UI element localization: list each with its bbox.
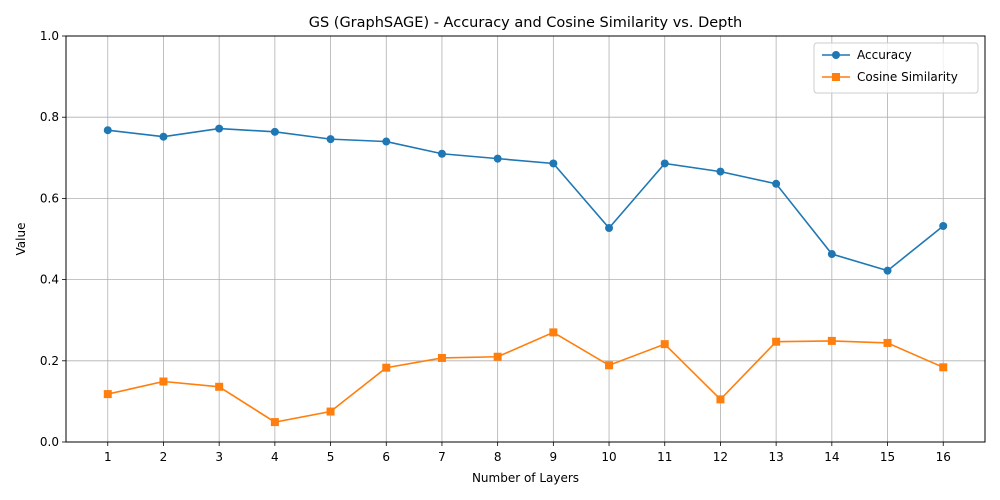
y-tick-label: 0.6 (40, 191, 59, 205)
x-tick-label: 7 (438, 450, 446, 464)
legend-entry: Cosine Similarity (822, 70, 958, 84)
data-point (605, 224, 614, 233)
data-point (159, 377, 168, 386)
x-tick-label: 8 (494, 450, 502, 464)
y-tick-label: 0.8 (40, 110, 59, 124)
legend-label: Cosine Similarity (857, 70, 958, 84)
data-point (939, 222, 948, 231)
series-cosine-similarity (103, 328, 948, 427)
x-tick-label: 15 (880, 450, 895, 464)
series-line (107, 127, 944, 272)
legend-marker (832, 51, 840, 59)
series-line (107, 331, 944, 423)
data-point (437, 149, 446, 158)
data-point (772, 337, 781, 346)
x-tick-label: 16 (936, 450, 951, 464)
x-tick-label: 6 (382, 450, 390, 464)
data-point (549, 328, 558, 337)
data-point (159, 132, 168, 141)
series-layer (103, 124, 948, 427)
x-tick-label: 11 (657, 450, 672, 464)
data-point (215, 124, 224, 133)
y-tick-label: 0.4 (40, 273, 59, 287)
chart-title: GS (GraphSAGE) - Accuracy and Cosine Sim… (309, 15, 743, 31)
x-tick-label: 4 (271, 450, 279, 464)
grid (66, 35, 985, 443)
data-point (939, 363, 948, 372)
data-point (326, 135, 335, 144)
x-tick-label: 5 (327, 450, 335, 464)
legend-box (813, 42, 979, 94)
data-point (549, 159, 558, 168)
axis-ticks: 1 2 3 4 5 6 7 8 9 10 11 12 13 14 15 160.00.20.40.60.81.… (40, 29, 951, 464)
data-point (493, 154, 502, 163)
y-axis-label: Value (14, 223, 28, 256)
data-point (605, 361, 614, 370)
legend-label: Accuracy (857, 48, 912, 62)
data-point (326, 407, 335, 416)
y-tick-label: 0.0 (40, 435, 59, 449)
x-tick-label: 1 (104, 450, 112, 464)
data-point (437, 353, 446, 362)
x-tick-label: 2 (160, 450, 168, 464)
legend-marker (832, 73, 840, 81)
x-tick-label: 3 (215, 450, 223, 464)
data-point (716, 395, 725, 404)
data-point (660, 340, 669, 349)
legend-entry: Accuracy (822, 48, 912, 62)
x-tick-label: 12 (713, 450, 728, 464)
data-point (270, 127, 279, 136)
data-point (827, 336, 836, 345)
data-point (215, 382, 224, 391)
data-point (103, 126, 112, 135)
x-tick-label: 9 (550, 450, 558, 464)
y-tick-label: 0.2 (40, 354, 59, 368)
data-point (772, 179, 781, 188)
plot-frame (65, 35, 986, 443)
data-point (883, 266, 892, 275)
data-point (660, 159, 669, 168)
x-tick-label: 14 (824, 450, 839, 464)
data-point (493, 352, 502, 361)
data-point (382, 137, 391, 146)
data-point (716, 167, 725, 176)
x-tick-label: 10 (601, 450, 616, 464)
data-point (382, 363, 391, 372)
x-axis-label: Number of Layers (472, 471, 579, 485)
legend: Accuracy Cosine Similarity (813, 42, 979, 94)
data-point (270, 418, 279, 427)
data-point (883, 338, 892, 347)
series-accuracy (103, 124, 948, 275)
data-point (103, 390, 112, 399)
y-tick-label: 1.0 (40, 29, 59, 43)
x-tick-label: 13 (768, 450, 783, 464)
data-point (827, 250, 836, 259)
